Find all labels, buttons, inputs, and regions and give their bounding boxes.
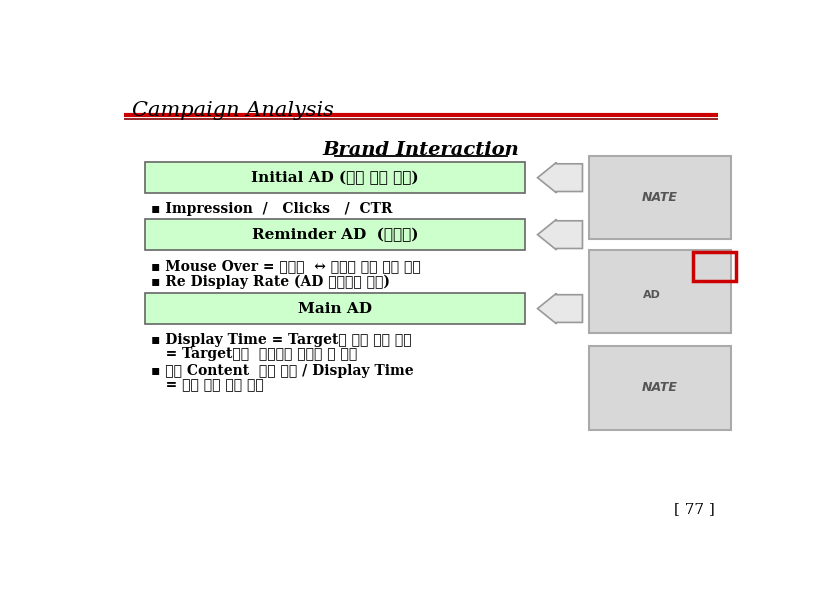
- FancyBboxPatch shape: [145, 293, 525, 324]
- Text: Campaign Analysis: Campaign Analysis: [132, 101, 334, 120]
- Text: = 특정 정보 관심 정도: = 특정 정보 관심 정도: [150, 378, 264, 392]
- Text: NATE: NATE: [642, 381, 678, 394]
- Text: Initial AD (초기 강제 노출): Initial AD (초기 강제 노출): [252, 171, 419, 185]
- Polygon shape: [538, 220, 583, 250]
- Text: ▪ Mouse Over = 자발적  ↔ 적극적 정보 접근 행위: ▪ Mouse Over = 자발적 ↔ 적극적 정보 접근 행위: [150, 259, 421, 273]
- Text: ▪ Display Time = Target의 광고 관심 정도: ▪ Display Time = Target의 광고 관심 정도: [150, 333, 412, 347]
- FancyBboxPatch shape: [145, 219, 525, 250]
- Text: ▪ 세부 Content  클릭 횟수 / Display Time: ▪ 세부 Content 클릭 횟수 / Display Time: [150, 364, 413, 378]
- Text: = Target들이  집중하여 광고를 본 시간: = Target들이 집중하여 광고를 본 시간: [150, 347, 357, 361]
- Text: ▪ Re Display Rate (AD 재노출을 통한): ▪ Re Display Rate (AD 재노출을 통한): [150, 275, 390, 289]
- Text: Main AD: Main AD: [298, 302, 372, 315]
- Text: AD: AD: [644, 290, 661, 300]
- Text: ▪ Impression  /   Clicks   /  CTR: ▪ Impression / Clicks / CTR: [150, 202, 392, 217]
- FancyBboxPatch shape: [589, 346, 731, 430]
- Text: Brand Interaction: Brand Interaction: [323, 140, 520, 159]
- FancyBboxPatch shape: [589, 250, 731, 333]
- Text: NATE: NATE: [642, 191, 678, 204]
- Text: Reminder AD  (상기용): Reminder AD (상기용): [252, 227, 418, 242]
- FancyBboxPatch shape: [589, 156, 731, 239]
- Polygon shape: [538, 293, 583, 324]
- FancyBboxPatch shape: [145, 162, 525, 193]
- Polygon shape: [538, 162, 583, 193]
- Text: [ 77 ]: [ 77 ]: [674, 502, 715, 516]
